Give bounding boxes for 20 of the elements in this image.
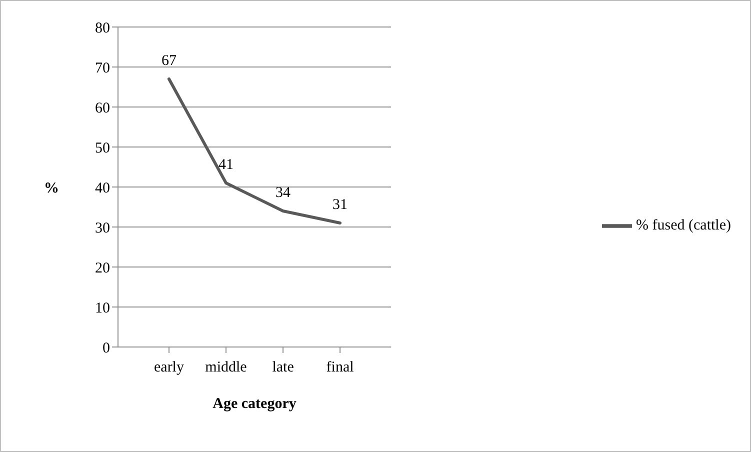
x-tick-label: early bbox=[154, 360, 184, 376]
y-tick-label: 30 bbox=[95, 220, 110, 236]
y-tick-label: 60 bbox=[95, 100, 110, 116]
y-tick-label: 50 bbox=[95, 140, 110, 156]
y-tick-label: 10 bbox=[95, 300, 110, 316]
y-axis-title: % bbox=[44, 180, 59, 196]
y-tick-label: 20 bbox=[95, 260, 110, 276]
y-tick-label: 0 bbox=[102, 340, 110, 356]
data-label: 34 bbox=[276, 185, 292, 201]
x-tick-label: final bbox=[326, 360, 354, 376]
x-tick-label: middle bbox=[205, 360, 248, 376]
legend-label: % fused (cattle) bbox=[636, 217, 731, 234]
y-tick-label: 40 bbox=[95, 180, 110, 196]
y-tick-label: 80 bbox=[95, 20, 110, 36]
data-label: 41 bbox=[218, 157, 234, 173]
data-label: 67 bbox=[162, 53, 177, 69]
data-label: 31 bbox=[332, 197, 348, 213]
y-tick-label: 70 bbox=[95, 60, 110, 76]
x-axis-title: Age category bbox=[212, 396, 297, 412]
x-tick-label: late bbox=[272, 360, 294, 376]
